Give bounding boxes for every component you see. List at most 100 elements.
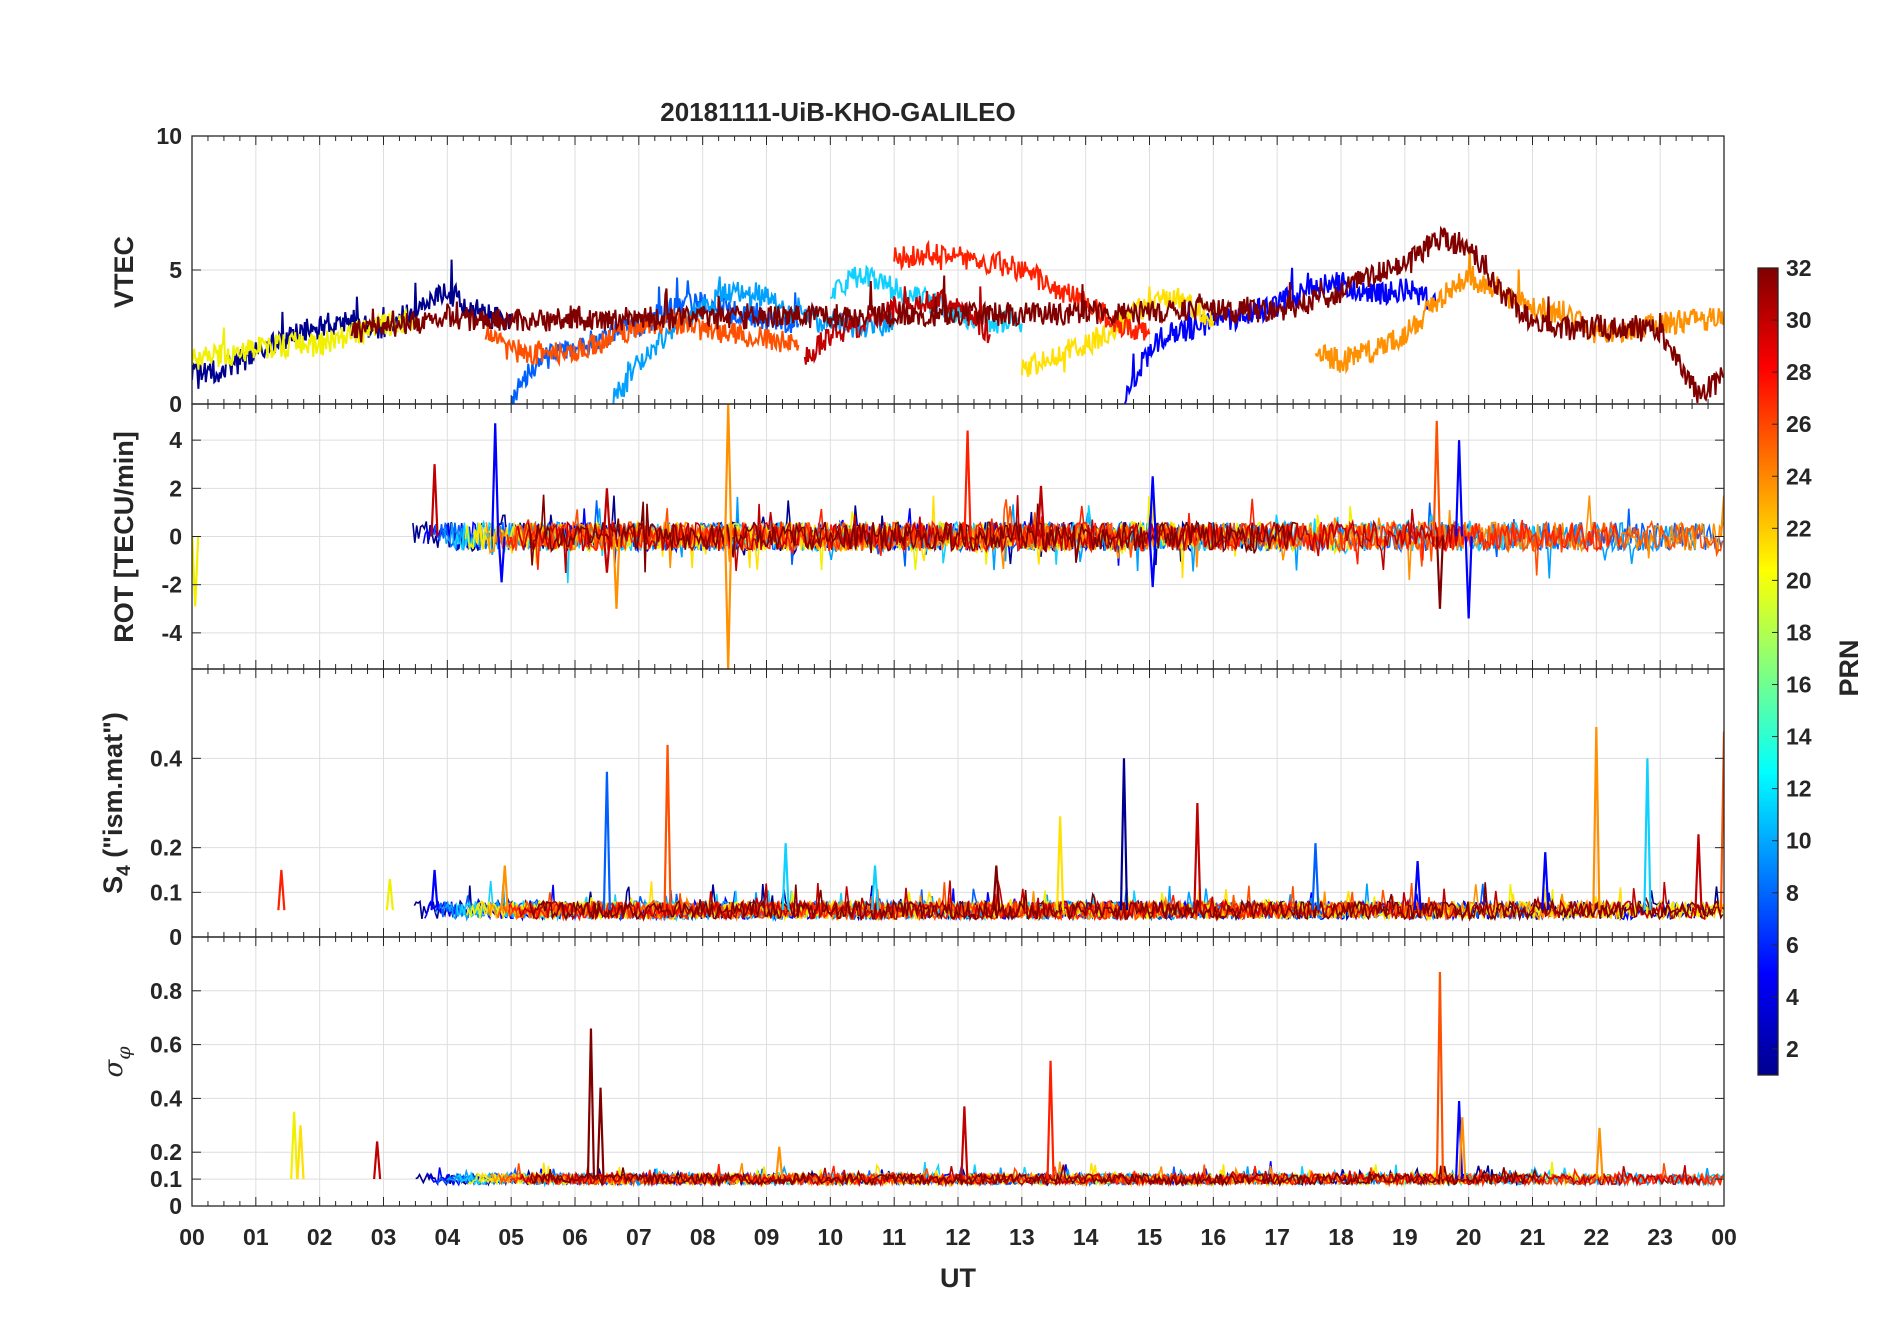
x-tick-label: 00: [1711, 1224, 1737, 1250]
noise-trace: [517, 495, 1459, 574]
y-tick-label: 2: [169, 475, 182, 501]
spike-mark: [1592, 727, 1601, 911]
spike-mark: [663, 744, 672, 911]
x-tick-label: 07: [626, 1224, 652, 1250]
x-tick-label: 19: [1392, 1224, 1418, 1250]
spike-mark: [960, 1106, 969, 1180]
colorbar-tick-label: 8: [1786, 880, 1799, 906]
x-tick-label: 16: [1201, 1224, 1227, 1250]
spike-mark: [992, 865, 1001, 911]
spike-mark: [870, 865, 880, 911]
x-tick-labels: 00 01 02 03 04 05 06 07 08 09 10 11 12 13 14 15 16 17 18 19…: [179, 1224, 1737, 1250]
spike-mark: [430, 869, 439, 911]
y-tick-label: 0.1: [150, 879, 182, 905]
spike-mark: [1643, 758, 1652, 911]
x-tick-label: 05: [498, 1224, 524, 1250]
plot-area: [192, 225, 1724, 404]
y-tick-label: -2: [162, 572, 182, 598]
x-tick-label: 17: [1264, 1224, 1290, 1250]
spike-mark: [775, 1146, 784, 1180]
spike-mark: [1311, 843, 1320, 911]
spike-mark: [497, 536, 506, 583]
colorbar-tick-label: 12: [1786, 776, 1812, 802]
y-tick-label: -4: [162, 620, 183, 646]
x-tick-label: 01: [243, 1224, 269, 1250]
s4-panel: 0 0.1 0.2 0.4: [150, 668, 1725, 950]
vtec-ylabel: VTEC: [109, 236, 139, 308]
x-tick-label: 15: [1137, 1224, 1163, 1250]
spike-mark: [1119, 758, 1129, 911]
colorbar-tick-label: 32: [1786, 255, 1812, 281]
sigma-phi-ylabel: σφ: [99, 1046, 135, 1078]
series-prn-27: [893, 239, 1151, 341]
y-tick-label: 10: [156, 123, 182, 149]
series-prn-25: [484, 308, 800, 368]
spike-mark: [596, 1087, 605, 1180]
spike-mark: [602, 771, 612, 911]
spike-mark: [500, 865, 509, 911]
colorbar-tick-label: 4: [1786, 984, 1799, 1010]
y-tick-label: 0: [169, 391, 182, 417]
y-tick-label: 0.2: [150, 1139, 182, 1165]
spike-mark: [491, 423, 500, 537]
plot-area: [290, 971, 1724, 1188]
colorbar-tick-label: 10: [1786, 828, 1812, 854]
spike-mark: [1458, 1117, 1467, 1180]
x-tick-label: 06: [562, 1224, 588, 1250]
sigma-phi-ylabel-main: σ: [99, 1059, 129, 1078]
colorbar-tick-label: 14: [1786, 724, 1812, 750]
sigma-phi-panel: 00.10.2 0.4 0.6 0.8: [150, 936, 1725, 1219]
y-tick-label: 0.6: [150, 1032, 182, 1058]
spike-mark: [1432, 420, 1441, 537]
series-prn-20: [192, 307, 417, 370]
noise-trace: [528, 882, 1724, 922]
spike-mark: [781, 843, 790, 911]
y-tick-label: 0.4: [150, 745, 182, 771]
y-tick-label: 0.1: [150, 1166, 182, 1192]
rot-panel: -4 -2 0 2 4: [162, 403, 1725, 670]
spike-mark: [192, 536, 200, 607]
y-tick-label: 4: [169, 427, 182, 453]
colorbar-tick-label: 30: [1786, 307, 1812, 333]
spike-mark: [1435, 971, 1445, 1180]
noise-trace: [527, 494, 1297, 573]
colorbar-tick-label: 2: [1786, 1036, 1799, 1062]
x-axis-label: UT: [940, 1263, 976, 1293]
x-tick-label: 12: [945, 1224, 971, 1250]
x-tick-label: 08: [690, 1224, 716, 1250]
x-tick-label: 11: [882, 1224, 907, 1250]
y-tick-label: 0: [169, 924, 182, 950]
spike-mark: [1046, 1060, 1055, 1180]
vtec-panel: 0 5 10: [156, 123, 1725, 417]
y-tick-label: 0.2: [150, 835, 182, 861]
spike-mark: [1435, 536, 1445, 609]
spike-mark: [1036, 485, 1046, 537]
colorbar-tick-label: 6: [1786, 932, 1799, 958]
x-tick-label: 02: [307, 1224, 333, 1250]
spike-mark: [1148, 476, 1157, 537]
spike-mark: [1694, 834, 1703, 911]
colorbar-tick-label: 18: [1786, 619, 1812, 645]
spike-mark: [1719, 731, 1724, 911]
spike-mark: [296, 1125, 305, 1180]
x-tick-label: 00: [179, 1224, 205, 1250]
y-tick-label: 5: [169, 257, 182, 283]
x-tick-label: 09: [754, 1224, 780, 1250]
s4-ylabel-sub: 4: [114, 865, 135, 876]
x-tick-label: 23: [1647, 1224, 1673, 1250]
y-tick-label: 0: [169, 1193, 182, 1219]
series-prn-5: [1123, 267, 1438, 404]
spike-mark: [1148, 536, 1157, 588]
spike-mark: [963, 430, 972, 537]
series-prn-10: [612, 276, 896, 404]
x-tick-label: 10: [818, 1224, 844, 1250]
colorbar-gradient: [1757, 267, 1779, 1076]
spike-mark: [430, 464, 439, 537]
colorbar-tick-label: 20: [1786, 567, 1812, 593]
x-tick-label: 03: [371, 1224, 397, 1250]
colorbar-tick-label: 28: [1786, 359, 1812, 385]
spike-mark: [602, 536, 612, 573]
x-tick-label: 21: [1520, 1224, 1546, 1250]
spike-mark: [290, 1111, 299, 1180]
